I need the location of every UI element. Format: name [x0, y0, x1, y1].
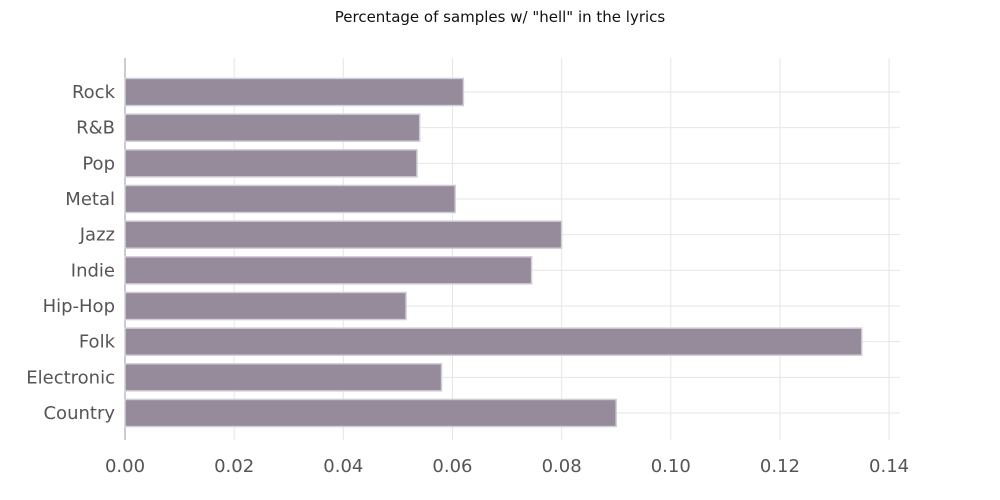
- x-axis-ticks: 0.00 0.02 0.04 0.06 0.08 0.10 0.12 0.14: [105, 456, 909, 477]
- x-tick-label: 0.06: [432, 456, 472, 477]
- x-tick-label: 0.02: [214, 456, 254, 477]
- bar-electronic: [124, 363, 443, 392]
- category-label: Folk: [79, 332, 116, 353]
- bar-hip-hop: [124, 291, 407, 321]
- category-label: Electronic: [26, 367, 115, 388]
- category-label: Hip-Hop: [43, 296, 115, 317]
- bar-folk: [124, 327, 863, 356]
- category-label: Pop: [82, 153, 115, 174]
- x-tick-label: 0.04: [323, 456, 363, 477]
- category-label: Jazz: [79, 225, 115, 246]
- category-label: R&B: [76, 118, 115, 139]
- bar-r-b: [124, 113, 421, 142]
- x-tick-label: 0.10: [651, 456, 691, 477]
- bar-rock: [124, 77, 465, 107]
- category-label: Rock: [72, 82, 116, 103]
- x-tick-label: 0.14: [869, 456, 909, 477]
- x-tick-label: 0.12: [760, 456, 800, 477]
- bar-jazz: [124, 220, 563, 249]
- category-labels: Rock R&B Pop Metal Jazz Indie Hip-Hop Folk Elect…: [26, 82, 115, 424]
- bar-country: [124, 398, 617, 428]
- category-label: Country: [43, 403, 115, 424]
- category-label: Indie: [71, 260, 115, 281]
- bar-layer: [124, 77, 863, 428]
- bar-indie: [124, 256, 533, 285]
- x-tick-label: 0.08: [542, 456, 582, 477]
- category-label: Metal: [65, 189, 115, 210]
- bar-metal: [124, 184, 456, 214]
- chart-title: Percentage of samples w/ "hell" in the l…: [335, 8, 666, 26]
- x-tick-label: 0.00: [105, 456, 145, 477]
- bar-pop: [124, 149, 418, 178]
